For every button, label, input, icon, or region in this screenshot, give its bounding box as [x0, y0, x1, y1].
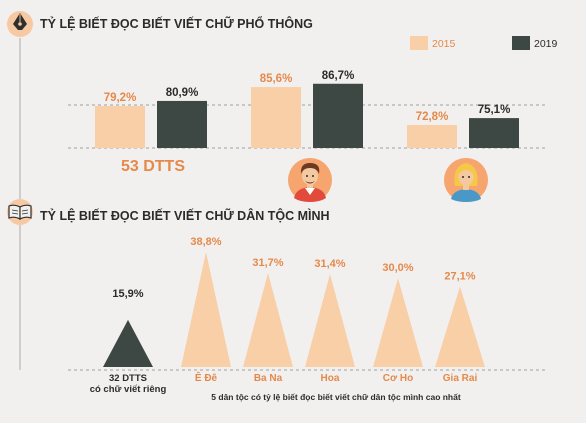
triangle-bar-5 [373, 278, 423, 367]
legend-label-2019: 2019 [534, 38, 558, 50]
legend-swatch-2015 [410, 36, 428, 50]
triangle-value-label-5: 30,0% [382, 262, 413, 274]
bar-value-label-2019-1: 80,9% [166, 87, 199, 99]
bar-value-label-2015-3: 72,8% [416, 111, 449, 123]
triangle-value-label-1: 15,9% [112, 288, 143, 300]
triangle-category-label-1: có chữ viết riêng [90, 384, 167, 395]
bar-value-label-2019-2: 86,7% [322, 70, 355, 82]
bar-2015-3 [407, 124, 457, 148]
triangle-category-label-1: 32 DTTS [109, 373, 147, 384]
chart1-title: TỶ LỆ BIẾT ĐỌC BIẾT VIẾT CHỮ PHỔ THÔNG [40, 16, 313, 31]
chart2-title: TỶ LỆ BIẾT ĐỌC BIẾT VIẾT CHỮ DÂN TỘC MÌN… [40, 208, 330, 223]
triangle-bar-1 [103, 319, 153, 367]
bar-2019-3 [469, 118, 519, 148]
bar-value-label-2015-1: 79,2% [104, 92, 137, 104]
legend-label-2015: 2015 [432, 38, 456, 50]
triangle-bar-6 [435, 286, 485, 367]
woman-avatar-icon [444, 158, 488, 202]
triangle-category-label-3: Ba Na [254, 373, 283, 384]
category-label-53-dtts: 53 DTTS [121, 158, 185, 175]
bar-2015-1 [95, 105, 145, 148]
open-book-icon [7, 199, 33, 225]
triangle-bar-2 [181, 252, 231, 367]
triangle-category-label-5: Cơ Ho [383, 373, 413, 384]
bar-2019-2 [313, 83, 363, 148]
chart2-caption: 5 dân tộc có tỷ lệ biết đọc biết viết ch… [211, 392, 461, 402]
bar-value-label-2019-3: 75,1% [478, 104, 511, 116]
triangle-value-label-6: 27,1% [444, 271, 475, 283]
legend-swatch-2019 [512, 36, 530, 50]
triangle-value-label-2: 38,8% [190, 236, 221, 248]
man-avatar-icon [288, 158, 332, 202]
triangle-bar-3 [243, 273, 293, 367]
triangle-category-label-6: Gia Rai [443, 373, 478, 384]
triangle-category-label-4: Hoa [321, 373, 340, 384]
triangle-category-label-2: Ê Đê [195, 371, 218, 384]
bar-2019-1 [157, 100, 207, 148]
triangle-bar-4 [305, 273, 355, 367]
pen-nib-icon [7, 11, 33, 37]
bar-value-label-2015-2: 85,6% [260, 73, 293, 85]
legend: 2015 2019 [410, 36, 558, 50]
triangle-value-label-4: 31,4% [314, 258, 345, 270]
chart1-bars: 79,2% 85,6% 72,8% 80,9% 86,7% 75,1% [95, 70, 519, 148]
triangle-value-label-3: 31,7% [252, 257, 283, 269]
bar-2015-2 [251, 87, 301, 148]
